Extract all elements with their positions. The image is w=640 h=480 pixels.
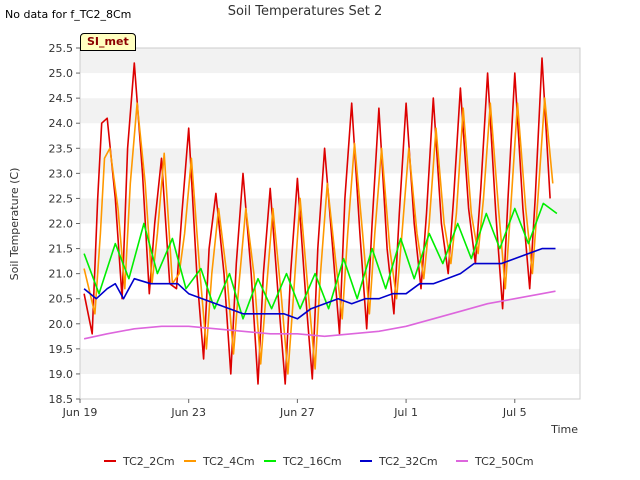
grid-band [80,73,580,99]
y-tick-label: 22.0 [49,218,74,231]
y-tick-label: 21.0 [49,268,74,281]
grid-band [80,98,580,124]
series-line-tc2-2cm [83,57,551,385]
legend-label: TC2_50Cm [474,455,534,468]
x-axis-label: Time [550,423,578,436]
x-tick-label: Jun 27 [279,406,315,419]
series-line-tc2-16cm [83,202,558,320]
y-tick-label: 18.5 [49,393,74,406]
x-tick-label: Jul 5 [502,406,527,419]
grid-band [80,148,580,174]
legend-label: TC2_16Cm [282,455,342,468]
y-tick-label: 25.5 [49,42,74,55]
y-tick-label: 19.0 [49,368,74,381]
legend-label: TC2_4Cm [202,455,255,468]
y-tick-label: 21.5 [49,243,74,256]
y-tick-label: 24.5 [49,92,74,105]
legend-label: TC2_32Cm [378,455,438,468]
x-tick-label: Jun 23 [170,406,206,419]
site-badge: SI_met [80,33,136,51]
y-tick-label: 20.5 [49,293,74,306]
grid-band [80,48,580,74]
y-tick-label: 23.0 [49,167,74,180]
series-line-tc2-50cm [83,290,556,340]
grid-band [80,373,580,399]
y-tick-label: 20.0 [49,318,74,331]
y-tick-label: 25.0 [49,67,74,80]
grid-band [80,123,580,149]
y-tick-label: 19.5 [49,343,74,356]
no-data-note: No data for f_TC2_8Cm [5,8,132,21]
grid-band [80,173,580,199]
chart-title: Soil Temperatures Set 2 [228,4,383,19]
series-line-tc2-32cm [83,247,556,320]
y-tick-label: 22.5 [49,192,74,205]
y-axis-label: Soil Temperature (C) [8,168,21,281]
y-tick-label: 23.5 [49,142,74,155]
grid-band [80,348,580,374]
y-tick-label: 24.0 [49,117,74,130]
grid-band [80,273,580,299]
legend-label: TC2_2Cm [122,455,175,468]
x-tick-label: Jul 1 [393,406,418,419]
x-tick-label: Jun 19 [62,406,98,419]
series-line-tc2-4cm [83,97,554,375]
